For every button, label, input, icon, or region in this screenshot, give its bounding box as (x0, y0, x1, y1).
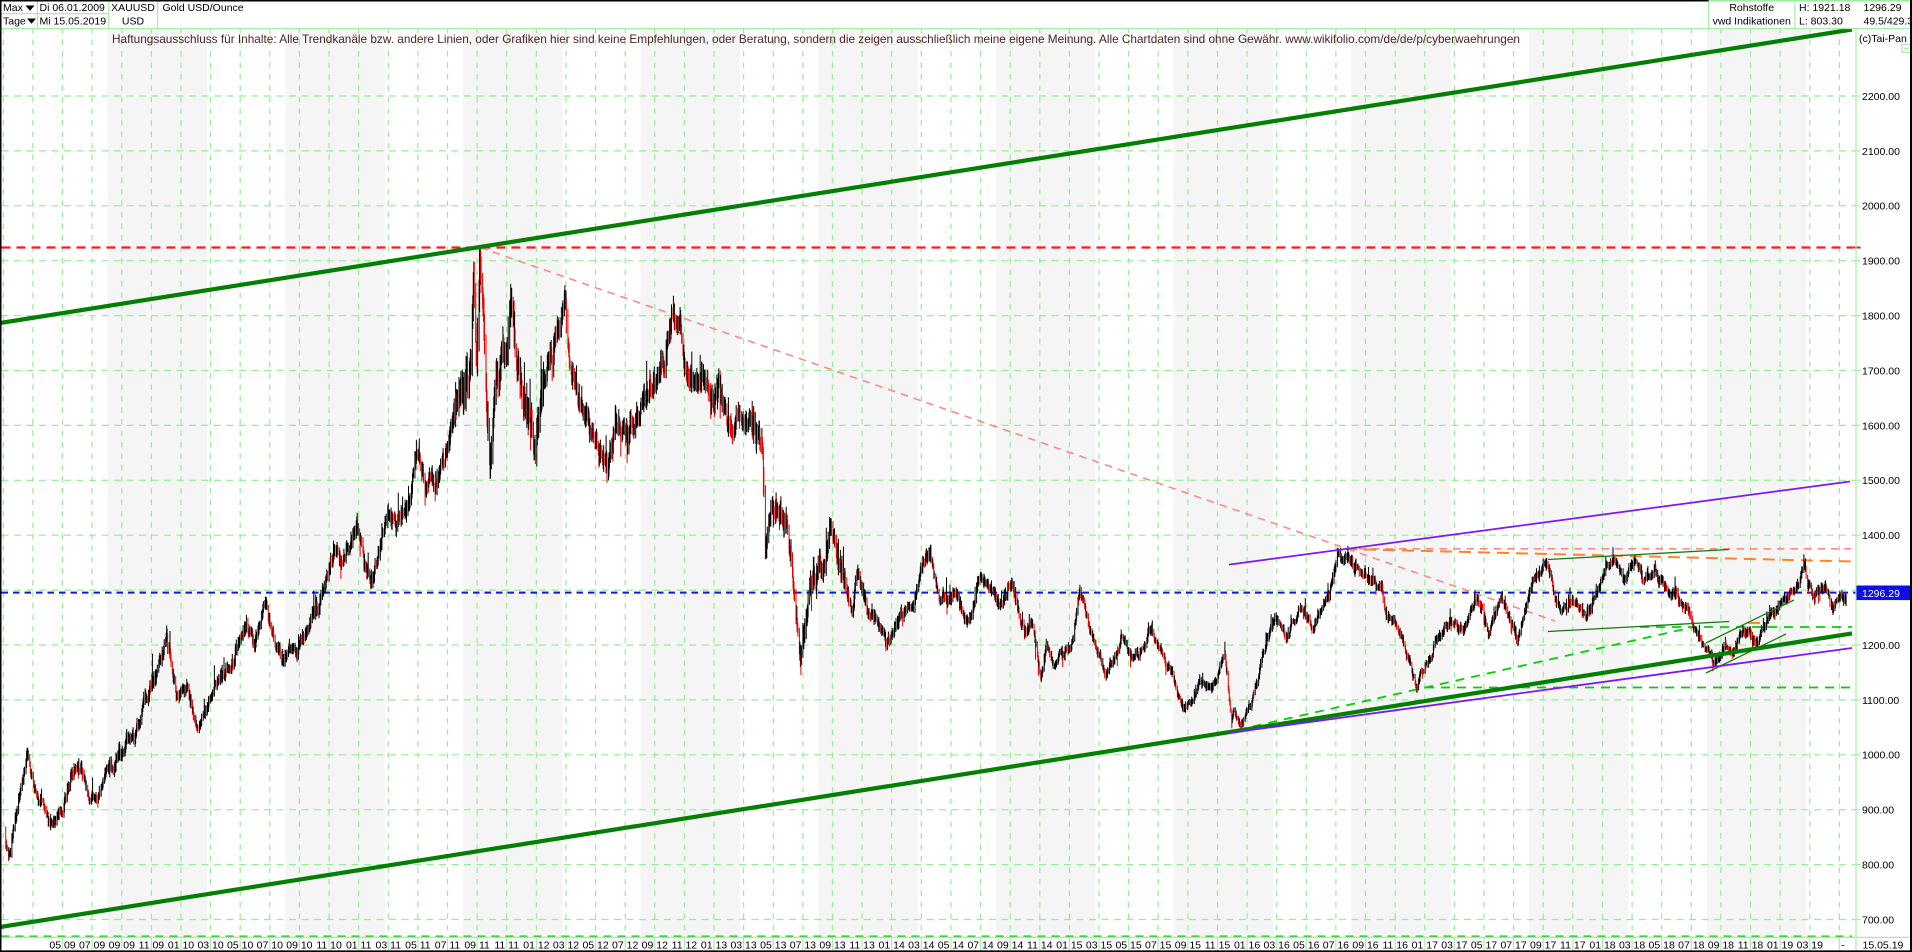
svg-text:05 18: 05 18 (1649, 940, 1675, 952)
svg-text:05 15: 05 15 (1115, 940, 1141, 952)
svg-text:09 12: 09 12 (642, 940, 668, 952)
svg-text:05 17: 05 17 (1471, 940, 1497, 952)
svg-text:Tage: Tage (3, 16, 26, 28)
svg-text:2000.00: 2000.00 (1862, 201, 1900, 213)
svg-text:(c)Tai-Pan: (c)Tai-Pan (1859, 33, 1907, 45)
svg-text:01 17: 01 17 (1412, 940, 1438, 952)
svg-text:05 12: 05 12 (582, 940, 608, 952)
svg-text:2200.00: 2200.00 (1862, 91, 1900, 103)
svg-text:07 16: 07 16 (1323, 940, 1349, 952)
svg-text:07 11: 07 11 (435, 940, 461, 952)
svg-text:09 10: 09 10 (286, 940, 312, 952)
svg-text:05 11: 05 11 (405, 940, 431, 952)
svg-text:11 11: 11 11 (494, 940, 519, 952)
svg-text:01 16: 01 16 (1234, 940, 1260, 952)
svg-text:1900.00: 1900.00 (1862, 256, 1900, 268)
svg-text:11 17: 11 17 (1560, 940, 1586, 952)
svg-text:05 09: 05 09 (49, 940, 75, 952)
svg-text:07 10: 07 10 (257, 940, 283, 952)
svg-text:05 13: 05 13 (760, 940, 786, 952)
svg-text:07 12: 07 12 (612, 940, 638, 952)
svg-text:15.05.19: 15.05.19 (1863, 940, 1904, 952)
svg-text:05 10: 05 10 (227, 940, 253, 952)
svg-text:07 17: 07 17 (1500, 940, 1526, 952)
svg-text:900.00: 900.00 (1862, 805, 1894, 817)
svg-text:03 16: 03 16 (1264, 940, 1290, 952)
svg-text:03 19: 03 19 (1797, 940, 1823, 952)
svg-text:11 10: 11 10 (316, 940, 342, 952)
svg-text:03 12: 03 12 (553, 940, 579, 952)
svg-text:07 14: 07 14 (967, 940, 993, 952)
svg-text:01 15: 01 15 (1056, 940, 1082, 952)
svg-text:01 10: 01 10 (168, 940, 194, 952)
svg-text:L: 803.30: L: 803.30 (1799, 16, 1843, 28)
svg-text:09 13: 09 13 (819, 940, 845, 952)
svg-text:1296.29: 1296.29 (1864, 2, 1902, 14)
svg-text:09 18: 09 18 (1708, 940, 1734, 952)
svg-text:1000.00: 1000.00 (1862, 750, 1900, 762)
svg-text:1400.00: 1400.00 (1862, 530, 1900, 542)
svg-text:09 11: 09 11 (464, 940, 490, 952)
svg-text:09 16: 09 16 (1352, 940, 1378, 952)
svg-text:05 14: 05 14 (938, 940, 964, 952)
svg-text:03 18: 03 18 (1619, 940, 1645, 952)
svg-text:07 15: 07 15 (1145, 940, 1171, 952)
svg-text:03 15: 03 15 (1086, 940, 1112, 952)
svg-text:800.00: 800.00 (1862, 860, 1894, 872)
svg-text:09 14: 09 14 (997, 940, 1023, 952)
svg-text:Mi 15.05.2019: Mi 15.05.2019 (40, 16, 107, 28)
svg-text:09 09: 09 09 (109, 940, 135, 952)
svg-text:11 15: 11 15 (1205, 940, 1231, 952)
svg-text:09 15: 09 15 (1175, 940, 1201, 952)
svg-text:Max: Max (3, 2, 24, 14)
svg-text:USD: USD (122, 16, 145, 28)
svg-text:01 14: 01 14 (879, 940, 905, 952)
svg-text:Di 06.01.2009: Di 06.01.2009 (40, 2, 106, 14)
svg-text:1500.00: 1500.00 (1862, 475, 1900, 487)
svg-text:07 09: 07 09 (79, 940, 105, 952)
svg-text:07 13: 07 13 (790, 940, 816, 952)
svg-text:01 12: 01 12 (523, 940, 549, 952)
svg-text:01 11: 01 11 (346, 940, 372, 952)
svg-text:2100.00: 2100.00 (1862, 146, 1900, 158)
svg-text:vwd Indikationen: vwd Indikationen (1713, 16, 1791, 28)
svg-text:11 16: 11 16 (1382, 940, 1408, 952)
svg-text:1800.00: 1800.00 (1862, 311, 1900, 323)
svg-text:11 18: 11 18 (1738, 940, 1764, 952)
svg-text:XAUUSD: XAUUSD (111, 2, 155, 14)
svg-text:11 13: 11 13 (849, 940, 875, 952)
svg-text:05 16: 05 16 (1293, 940, 1319, 952)
svg-text:03 17: 03 17 (1441, 940, 1467, 952)
svg-text:03 14: 03 14 (908, 940, 934, 952)
svg-text:1296.29: 1296.29 (1862, 588, 1900, 600)
svg-text:1200.00: 1200.00 (1862, 640, 1900, 652)
svg-text:H: 1921.18: H: 1921.18 (1799, 2, 1851, 14)
svg-text:01 13: 01 13 (701, 940, 727, 952)
svg-text:03 11: 03 11 (376, 940, 402, 952)
svg-text:01 19: 01 19 (1767, 940, 1793, 952)
svg-text:Haftungsausschluss für Inhalte: Haftungsausschluss für Inhalte: Alle Tre… (112, 32, 1520, 46)
svg-text:11 12: 11 12 (672, 940, 698, 952)
svg-text:700.00: 700.00 (1862, 914, 1894, 926)
svg-text:11 09: 11 09 (139, 940, 165, 952)
svg-text:03 13: 03 13 (730, 940, 756, 952)
svg-text:07 18: 07 18 (1678, 940, 1704, 952)
svg-text:1600.00: 1600.00 (1862, 420, 1900, 432)
svg-text:01 18: 01 18 (1589, 940, 1615, 952)
svg-text:1700.00: 1700.00 (1862, 365, 1900, 377)
svg-text:03 10: 03 10 (197, 940, 223, 952)
svg-text:Gold USD/Ounce: Gold USD/Ounce (163, 2, 244, 14)
svg-text:49.5/429.3: 49.5/429.3 (1864, 16, 1912, 28)
svg-text:09 17: 09 17 (1530, 940, 1556, 952)
svg-text:11 14: 11 14 (1027, 940, 1053, 952)
svg-text:Rohstoffe: Rohstoffe (1729, 2, 1774, 14)
svg-text:1100.00: 1100.00 (1862, 695, 1899, 707)
svg-text:-: - (1841, 940, 1845, 952)
